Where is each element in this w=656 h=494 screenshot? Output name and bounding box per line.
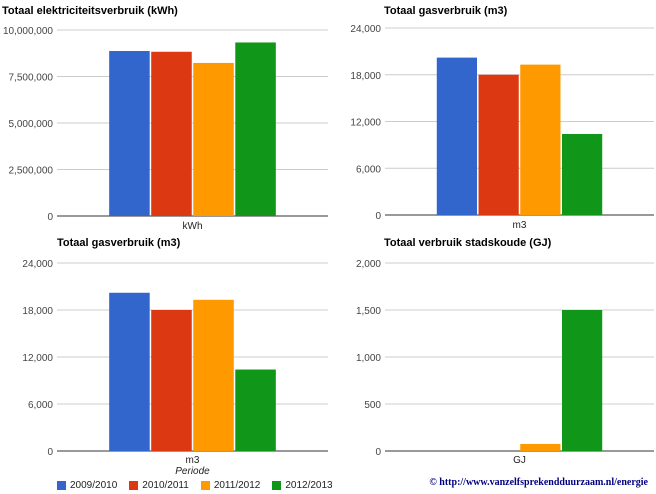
chart-2-ytick-label: 18,000 [350,71,381,82]
chart-2-bar-4 [561,133,603,215]
chart-3-ytick-label: 6,000 [28,400,53,411]
chart-4-bar-4 [561,310,603,451]
chart-4-ytick-label: 500 [364,400,381,411]
legend-label-4: 2012/2013 [285,479,333,491]
chart-2-ytick-label: 24,000 [350,24,381,35]
chart-4-category-label: GJ [513,455,526,466]
chart-3-ytick-label: 24,000 [22,259,53,270]
chart-2: Totaal gasverbruik (m3) 0 6,000 12,000 18,00… [350,5,654,231]
legend-item-3: 2011/2012 [200,479,261,491]
chart-2-bar-1 [436,57,478,215]
legend-label-2: 2010/2011 [142,479,189,491]
chart-1-bar-1 [109,51,150,216]
chart-1-category-label: kWh [183,221,203,232]
chart-1-ytick-label: 2,500,000 [9,166,54,177]
chart-1-bar-3 [193,62,234,217]
chart-3-category-label: m3 [186,455,200,466]
chart-1-bar-2 [151,51,192,217]
chart-1-title: Totaal elektriciteitsverbruik (kWh) [2,5,178,17]
chart-4-ytick-label: 1,000 [356,353,381,364]
chart-2-ytick-label: 0 [375,211,381,222]
legend-swatch-3 [200,480,210,490]
chart-3-ytick-label: 12,000 [22,353,53,364]
chart-3-x-axis-title: Periode [175,466,210,477]
legend-label-1: 2009/2010 [70,479,118,491]
legend-swatch-2 [129,480,139,490]
chart-3-bar-2 [151,310,192,451]
chart-4-ytick-label: 0 [375,447,381,458]
chart-1-ytick-label: 0 [47,212,53,223]
chart-2-title: Totaal gasverbruik (m3) [384,5,508,17]
chart-2-ytick-label: 12,000 [350,118,381,129]
chart-2-category-label: m3 [513,220,527,231]
chart-4-ytick-label: 1,500 [356,306,381,317]
chart-2-ytick-label: 6,000 [356,164,381,175]
chart-3-title: Totaal gasverbruik (m3) [57,237,181,249]
chart-1: Totaal elektriciteitsverbruik (kWh) 0 2,50… [2,5,328,232]
chart-3-bar-3 [193,299,234,451]
chart-4-title: Totaal verbruik stadskoude (GJ) [384,237,552,249]
legend-swatch-4 [272,480,282,490]
chart-1-bar-4 [235,42,276,216]
legend: 2009/2010 2010/2011 2011/2012 2012/2013 [57,478,345,492]
chart-2-bar-3 [520,64,561,215]
chart-4-ytick-label: 2,000 [356,259,381,270]
chart-4: Totaal verbruik stadskoude (GJ) 0 500 1,000… [356,237,654,466]
chart-3-ytick-label: 0 [47,447,53,458]
chart-1-ytick-label: 7,500,000 [9,73,54,84]
legend-item-1: 2009/2010 [57,480,117,491]
legend-swatch-1 [57,480,66,490]
chart-1-ytick-label: 5,000,000 [9,119,54,130]
credit-link[interactable]: © http://www.vanzelfsprekendduurzaam.nl/… [429,477,648,488]
legend-item-2: 2010/2011 [129,480,189,491]
chart-2-bar-2 [478,74,519,215]
legend-item-4: 2012/2013 [272,479,333,491]
legend-label-3: 2011/2012 [213,479,261,491]
chart-3-ytick-label: 18,000 [22,306,53,317]
chart-1-ytick-label: 10,000,000 [3,26,53,37]
chart-3-bar-4 [235,369,276,451]
chart-4-bar-3 [520,443,561,451]
chart-3: Totaal gasverbruik (m3) 0 6,000 12,000 18,00… [22,237,328,477]
chart-3-bar-1 [109,292,150,451]
